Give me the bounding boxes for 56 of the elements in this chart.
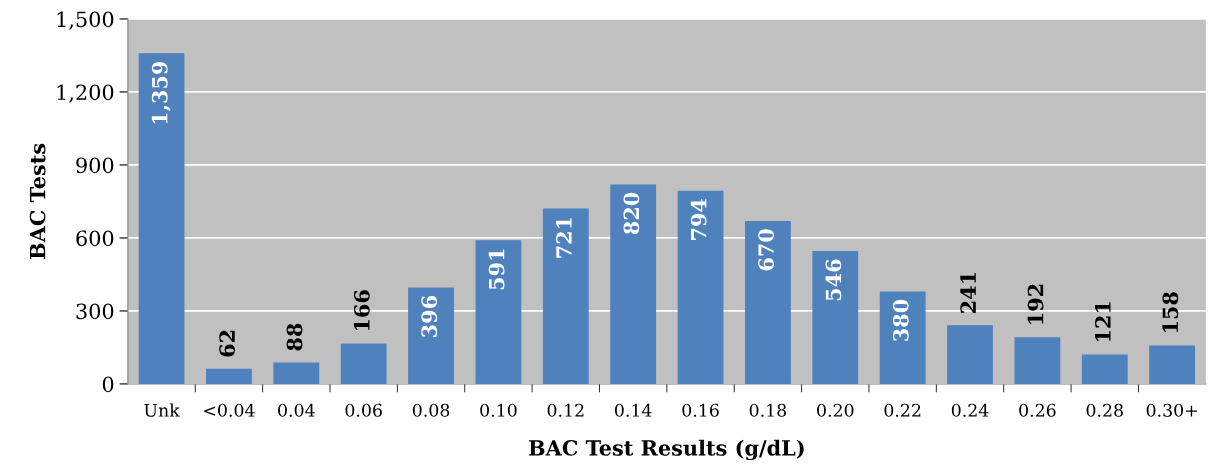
x-tick-label: 0.04: [278, 403, 315, 417]
x-tick-label: 0.24: [951, 403, 989, 417]
bar: [812, 251, 859, 384]
data-label: 158: [1162, 292, 1179, 332]
x-tick-label: 0.20: [817, 403, 854, 417]
x-tick-label: 0.06: [345, 403, 382, 417]
bar: [879, 291, 926, 384]
bar: [1014, 337, 1061, 384]
x-tick-label: 0.10: [480, 403, 517, 417]
bar: [542, 208, 589, 384]
x-tick-label: 0.12: [547, 403, 584, 417]
x-axis-title: BAC Test Results (g/dL): [529, 439, 804, 461]
bar: [745, 220, 791, 384]
data-label: 121: [1095, 302, 1111, 342]
y-tick-label: 300: [76, 303, 114, 320]
bar: [273, 362, 320, 384]
x-tick-label: 0.26: [1019, 403, 1056, 417]
x-tick-label: 0.08: [412, 403, 450, 417]
data-label: 166: [353, 290, 370, 331]
x-tick-label: 0.28: [1086, 403, 1123, 417]
bar: [340, 343, 387, 384]
y-tick-label: 1,200: [57, 84, 114, 103]
x-tick-label: Unk: [144, 403, 180, 417]
data-label: 192: [1027, 284, 1044, 324]
data-label: 88: [286, 323, 303, 351]
x-tick-label: 0.16: [682, 403, 719, 417]
y-tick-label: 900: [76, 157, 114, 174]
bar: [206, 368, 252, 384]
bar: [138, 53, 185, 384]
data-label: 591: [488, 249, 505, 290]
bar: [610, 184, 657, 384]
bar: [677, 190, 724, 384]
y-tick-label: 600: [76, 230, 114, 247]
data-label: 62: [219, 330, 235, 357]
bar: [947, 325, 993, 384]
y-axis-title: BAC Tests: [29, 143, 46, 259]
x-tick-label: 0.18: [749, 403, 787, 417]
data-label: 380: [892, 299, 909, 341]
bar: [475, 240, 522, 384]
data-label: 721: [556, 217, 572, 258]
data-label: 794: [690, 198, 707, 240]
data-label: 820: [623, 192, 640, 235]
x-tick-label: 0.30+: [1146, 403, 1197, 417]
data-label: 546: [825, 259, 842, 301]
bar: [1149, 345, 1196, 384]
x-tick-label: 0.22: [884, 403, 921, 417]
x-tick-label: 0.14: [614, 403, 652, 417]
y-tick-label: 1,500: [57, 11, 114, 30]
data-label: 1,359: [151, 61, 171, 124]
y-tick-label: 0: [102, 376, 114, 393]
data-label: 396: [421, 296, 438, 337]
bar: [1081, 354, 1128, 384]
data-label: 670: [758, 229, 774, 271]
x-tick-label: <0.04: [204, 403, 255, 417]
data-label: 241: [960, 272, 976, 313]
bar: [408, 287, 454, 384]
